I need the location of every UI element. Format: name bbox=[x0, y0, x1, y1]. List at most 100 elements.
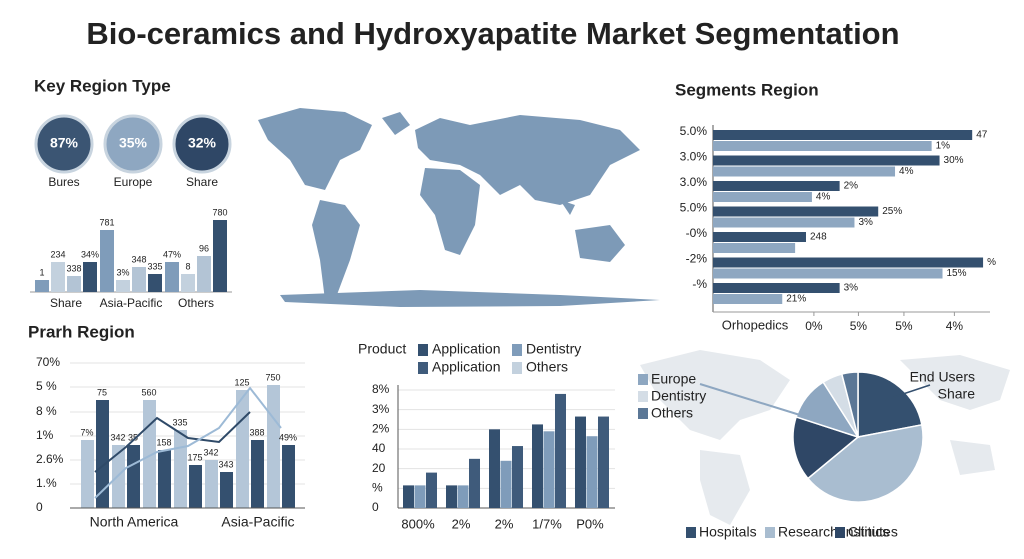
badge bbox=[103, 114, 163, 174]
bar bbox=[35, 280, 49, 292]
bar bbox=[713, 243, 796, 253]
bar bbox=[220, 472, 233, 508]
x-tick-label: P0% bbox=[576, 516, 604, 531]
legend-swatch bbox=[835, 527, 845, 538]
section-title: Prarh Region bbox=[28, 322, 135, 341]
x-tick-label: Others bbox=[178, 296, 214, 310]
data-label: 335 bbox=[172, 417, 187, 427]
legend-swatch bbox=[638, 374, 648, 385]
legend-title: Product bbox=[358, 341, 406, 357]
leader-line bbox=[884, 384, 931, 401]
bar bbox=[426, 472, 437, 508]
x-axis-label: Orhopedics bbox=[722, 317, 789, 332]
data-label: 3% bbox=[116, 267, 129, 277]
data-label: 388 bbox=[249, 427, 264, 437]
data-label: % bbox=[987, 257, 996, 268]
y-tick-label: -% bbox=[692, 277, 707, 291]
bar bbox=[713, 283, 840, 293]
x-tick-label: 5% bbox=[895, 319, 913, 333]
legend-swatch bbox=[765, 527, 775, 538]
badge-category: Share bbox=[186, 175, 218, 189]
x-tick-label: 5% bbox=[850, 319, 868, 333]
bar bbox=[189, 465, 202, 508]
badge bbox=[34, 114, 94, 174]
y-tick-label: 40 bbox=[372, 441, 386, 455]
bar bbox=[469, 458, 480, 508]
x-tick-label: 4% bbox=[946, 319, 964, 333]
y-tick-label: 1.% bbox=[36, 476, 57, 490]
y-tick-label: 3% bbox=[372, 402, 390, 416]
x-tick-label: Share bbox=[50, 296, 82, 310]
badge-label: 32% bbox=[188, 135, 217, 151]
section-title: Key Region Type bbox=[34, 76, 171, 95]
bar bbox=[132, 267, 146, 292]
bar bbox=[713, 206, 879, 217]
bar bbox=[96, 400, 109, 508]
legend-label: Clinics bbox=[848, 524, 889, 540]
data-label: 560 bbox=[141, 387, 156, 397]
bar bbox=[174, 430, 187, 508]
x-tick-label: 800% bbox=[401, 516, 435, 531]
legend-swatch bbox=[638, 408, 648, 419]
data-label: 175 bbox=[187, 452, 202, 462]
data-label: 335 bbox=[147, 261, 162, 271]
x-tick-label: Asia-Pacific bbox=[100, 296, 163, 310]
bar bbox=[414, 485, 426, 508]
bar bbox=[489, 429, 500, 508]
legend-swatch bbox=[418, 344, 428, 356]
data-label: 4% bbox=[816, 192, 831, 203]
legend-label: Dentistry bbox=[526, 341, 581, 357]
bar bbox=[81, 440, 94, 508]
data-label: 35 bbox=[128, 432, 138, 442]
data-label: 338 bbox=[66, 263, 81, 273]
legend-swatch bbox=[638, 391, 648, 402]
bar bbox=[116, 280, 130, 292]
y-tick-label: 3.0% bbox=[680, 175, 708, 189]
y-tick-label: 2% bbox=[372, 422, 390, 436]
bar bbox=[127, 445, 140, 508]
legend-swatch bbox=[512, 344, 522, 356]
data-label: 342 bbox=[110, 432, 125, 442]
legend-label: Others bbox=[651, 405, 693, 421]
data-label: 125 bbox=[234, 377, 249, 387]
background-map bbox=[640, 350, 1010, 525]
data-label: 96 bbox=[199, 243, 209, 253]
legend-label: Dentistry bbox=[651, 388, 706, 404]
annotation: End Users bbox=[910, 369, 975, 385]
bar bbox=[713, 268, 943, 279]
y-tick-label: 20 bbox=[372, 461, 386, 475]
x-tick-label: North America bbox=[90, 514, 179, 530]
data-label: 248 bbox=[810, 232, 827, 243]
y-tick-label: 0 bbox=[36, 500, 43, 514]
legend-label: Application bbox=[432, 359, 501, 375]
data-label: 4% bbox=[899, 166, 914, 177]
bar bbox=[512, 446, 523, 508]
legend-swatch bbox=[418, 362, 428, 374]
bar bbox=[148, 274, 162, 292]
badge bbox=[172, 114, 232, 174]
data-label: 342 bbox=[203, 447, 218, 457]
legend-swatch bbox=[512, 362, 522, 374]
legend-label: Others bbox=[526, 359, 568, 375]
x-tick-label: Asia-Pacific bbox=[221, 514, 294, 530]
bar bbox=[213, 220, 227, 292]
badge-category: Bures bbox=[48, 175, 79, 189]
data-label: 158 bbox=[156, 437, 171, 447]
data-label: 2% bbox=[844, 181, 859, 192]
data-label: 348 bbox=[131, 254, 146, 264]
bar bbox=[282, 445, 295, 508]
data-label: 780 bbox=[212, 207, 227, 217]
bar bbox=[713, 141, 932, 151]
bar bbox=[713, 130, 973, 140]
x-tick-label: 2% bbox=[495, 516, 514, 531]
bar bbox=[267, 385, 280, 508]
section-title: Segments Region bbox=[675, 80, 819, 99]
badge-label: 35% bbox=[119, 135, 148, 151]
badge-category: Europe bbox=[114, 175, 153, 189]
legend-swatch bbox=[686, 527, 696, 538]
y-tick-label: 8 % bbox=[36, 404, 57, 418]
data-label: 21% bbox=[786, 294, 806, 305]
data-label: 47% bbox=[163, 249, 181, 259]
bar bbox=[165, 262, 179, 292]
y-tick-label: 5.0% bbox=[680, 124, 708, 138]
